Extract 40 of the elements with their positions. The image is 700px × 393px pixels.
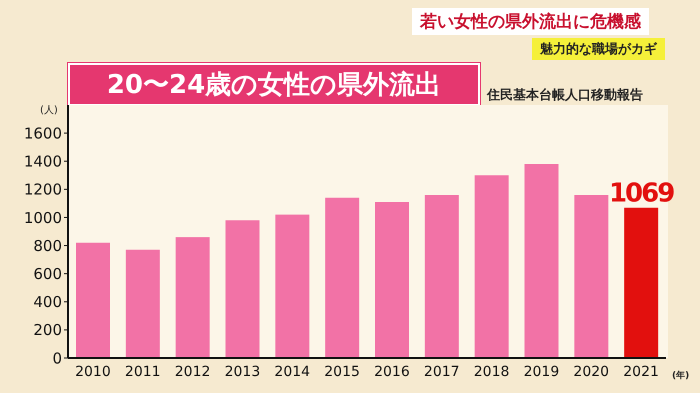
text: 魅力的な職場がカギ bbox=[532, 38, 665, 60]
y-tick-label: 200 bbox=[33, 321, 62, 340]
y-tick-label: 600 bbox=[33, 264, 62, 283]
text: 住民基本台帳人口移動報告 bbox=[487, 86, 643, 104]
chart-title: 20〜24歳の女性の県外流出 bbox=[68, 63, 480, 106]
bar bbox=[624, 208, 658, 358]
y-tick-label: 400 bbox=[33, 293, 62, 312]
bar bbox=[375, 202, 409, 358]
x-tick-label: 2014 bbox=[274, 364, 310, 380]
x-tick-label: 2010 bbox=[75, 364, 111, 380]
data-label: 1069 bbox=[608, 178, 674, 209]
bar bbox=[126, 250, 160, 358]
y-tick-label: 800 bbox=[33, 236, 62, 255]
x-tick-label: 2011 bbox=[124, 364, 161, 380]
bar bbox=[325, 198, 360, 358]
bar bbox=[76, 242, 110, 358]
bar bbox=[275, 214, 310, 358]
x-tick-label: 2020 bbox=[573, 364, 610, 380]
x-axis-title: (年) bbox=[672, 370, 690, 382]
y-tick-label: 1400 bbox=[24, 152, 62, 171]
x-tick-label: 2018 bbox=[474, 364, 510, 380]
x-tick-label: 2012 bbox=[174, 364, 210, 380]
y-tick-label: 1200 bbox=[24, 180, 62, 199]
y-tick-label: 0 bbox=[52, 349, 62, 368]
x-tick-label: 2015 bbox=[324, 364, 360, 380]
x-tick-label: 2013 bbox=[224, 364, 260, 380]
x-tick-label: 2017 bbox=[424, 364, 460, 380]
bar bbox=[474, 175, 509, 358]
bar bbox=[574, 194, 608, 358]
x-tick-label: 2021 bbox=[623, 364, 659, 380]
x-tick-label: 2019 bbox=[524, 364, 560, 380]
y-tick-label: 1000 bbox=[24, 208, 62, 227]
y-tick-label: 1600 bbox=[24, 124, 62, 142]
bar bbox=[226, 220, 260, 358]
y-axis-title: (人) bbox=[40, 104, 58, 117]
bar bbox=[424, 194, 459, 358]
bar bbox=[176, 237, 210, 358]
text: 若い女性の県外流出に危機感 bbox=[412, 8, 649, 35]
x-tick-label: 2016 bbox=[374, 364, 410, 380]
bar bbox=[524, 164, 558, 358]
